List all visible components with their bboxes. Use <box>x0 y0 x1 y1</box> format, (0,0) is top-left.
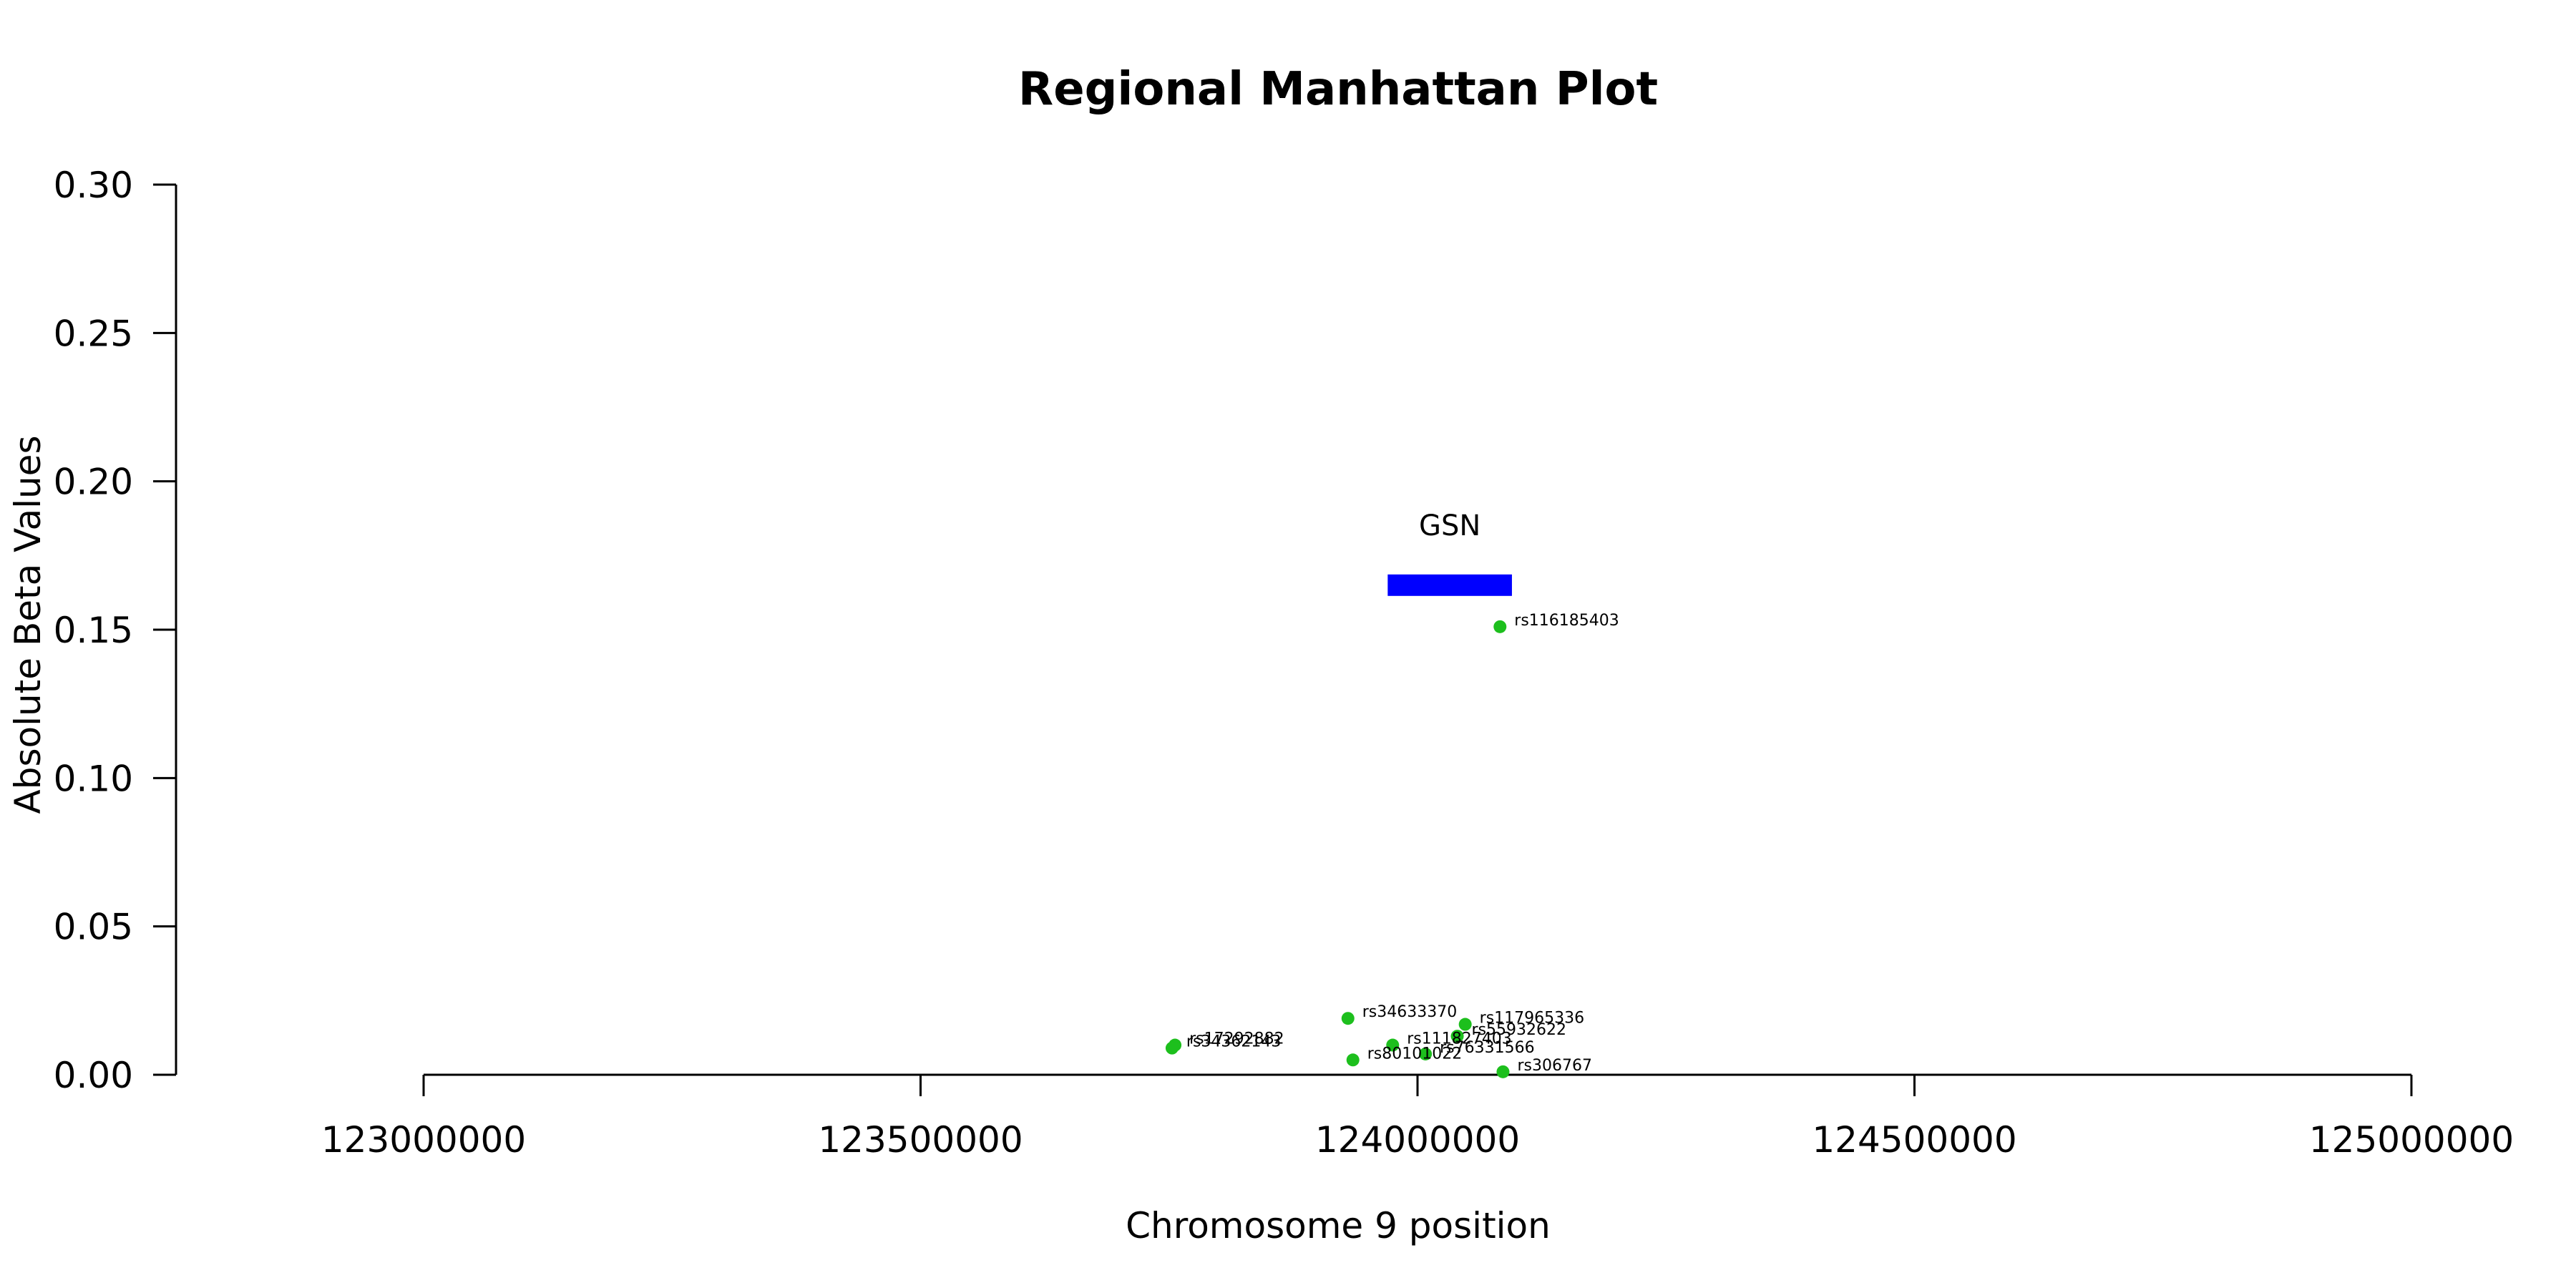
snp-point <box>1496 1065 1510 1078</box>
y-tick-label: 0.30 <box>54 165 133 206</box>
snp-point <box>1346 1053 1360 1067</box>
x-tick-label: 124500000 <box>1812 1119 2016 1161</box>
snp-label: rs34633370 <box>1362 1003 1457 1021</box>
snp-point <box>1165 1041 1179 1055</box>
y-tick-label: 0.15 <box>54 610 133 651</box>
y-tick-label: 0.20 <box>54 462 133 503</box>
x-axis-title: Chromosome 9 position <box>1126 1205 1551 1246</box>
x-tick-label: 125000000 <box>2309 1119 2514 1161</box>
y-tick-label: 0.25 <box>54 313 133 354</box>
snp-point <box>1341 1012 1355 1025</box>
snp-point <box>1493 620 1507 633</box>
chart-title: Regional Manhattan Plot <box>1018 63 1658 116</box>
snp-label: rs116185403 <box>1514 612 1619 630</box>
x-tick-label: 123500000 <box>818 1119 1023 1161</box>
gene-label: GSN <box>1419 509 1480 542</box>
snp-label: rs34362143 <box>1186 1033 1281 1051</box>
x-axis: 123000000 123500000 124000000 124500000 1250… <box>321 1073 2514 1161</box>
y-tick-label: 0.05 <box>54 907 133 948</box>
snp-label: rs111827403 <box>1407 1030 1511 1048</box>
y-axis: 0.00 0.05 0.10 0.15 0.20 0.25 0.30 <box>54 165 177 1096</box>
snp-point <box>1386 1038 1400 1052</box>
snp-point <box>1419 1047 1433 1060</box>
y-tick-label: 0.00 <box>54 1055 133 1096</box>
snp-label: rs55932622 <box>1472 1021 1566 1039</box>
x-tick-label: 124000000 <box>1315 1119 1520 1161</box>
snp-label: rs117965336 <box>1480 1010 1584 1028</box>
gene-track: GSN <box>1387 509 1512 596</box>
y-tick-label: 0.10 <box>54 758 133 799</box>
y-axis-title: Absolute Beta Values <box>7 436 49 814</box>
gene-bar <box>1387 574 1512 596</box>
snp-point <box>1458 1018 1472 1031</box>
snp-point <box>1450 1030 1464 1043</box>
x-tick-label: 123000000 <box>321 1119 526 1161</box>
snp-label: rs80101022 <box>1367 1045 1462 1063</box>
snp-label: rs306767 <box>1517 1057 1592 1075</box>
snp-label: rs17292882 <box>1189 1030 1284 1048</box>
snp-label: rs76331566 <box>1440 1039 1534 1057</box>
snp-points: rs116185403 rs34633370 rs117965336rs559326… <box>1165 612 1619 1078</box>
